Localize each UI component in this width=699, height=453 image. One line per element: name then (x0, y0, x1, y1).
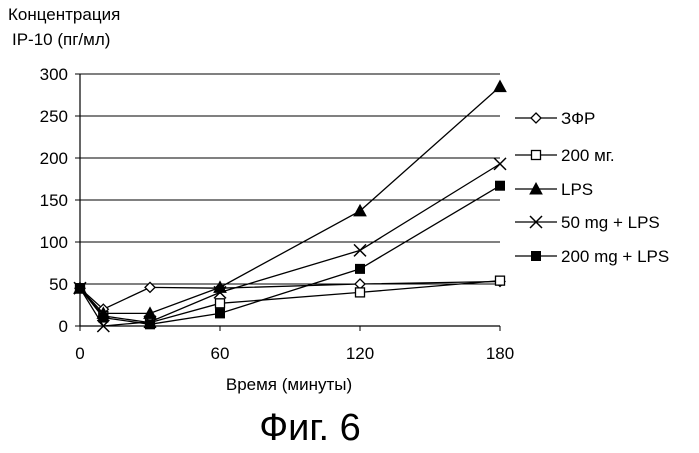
grid (80, 74, 500, 284)
data-point (532, 252, 541, 261)
data-point (216, 309, 225, 318)
legend: ЗФР 200 мг. LPS 50 mg + LPS 200 mg + LPS (515, 109, 669, 266)
legend-label: 200 mg + LPS (561, 247, 669, 266)
y-tick-label: 0 (59, 317, 68, 336)
series-5 (76, 181, 505, 329)
legend-label: ЗФР (561, 109, 595, 128)
y-tick-label: 250 (40, 107, 68, 126)
x-tick-label: 0 (75, 344, 84, 363)
figure-caption: Фиг. 6 (0, 406, 620, 450)
data-point (496, 181, 505, 190)
data-point (216, 299, 225, 308)
data-point (494, 158, 506, 170)
y-tick-label: 50 (49, 275, 68, 294)
y-axis-title-line1: Концентрация (8, 5, 120, 24)
series (74, 81, 506, 332)
data-point (532, 151, 541, 160)
legend-item: 200 mg + LPS (515, 247, 669, 266)
legend-item: 200 мг. (515, 146, 615, 165)
series-line (80, 164, 500, 326)
x-tick-label: 60 (211, 344, 230, 363)
data-point (76, 284, 85, 293)
x-axis-title: Время (минуты) (226, 375, 352, 394)
y-tick-label: 100 (40, 233, 68, 252)
data-point (99, 313, 108, 322)
legend-label: 50 mg + LPS (561, 213, 660, 232)
legend-item: LPS (515, 180, 593, 199)
data-point (496, 276, 505, 285)
y-ticks: 0 50 100 150 200 250 300 (40, 65, 80, 336)
data-point (146, 320, 155, 329)
x-tick-label: 120 (346, 344, 374, 363)
x-ticks: 0 60 120 180 (75, 326, 514, 363)
y-tick-label: 150 (40, 191, 68, 210)
series-1 (75, 276, 505, 314)
data-point (356, 288, 365, 297)
data-point (356, 264, 365, 273)
y-tick-label: 200 (40, 149, 68, 168)
legend-item: ЗФР (515, 109, 595, 128)
legend-label: 200 мг. (561, 146, 615, 165)
legend-label: LPS (561, 180, 593, 199)
data-point (354, 244, 366, 256)
x-tick-label: 180 (486, 344, 514, 363)
series-4 (74, 158, 506, 332)
legend-item: 50 mg + LPS (515, 213, 660, 232)
y-tick-label: 300 (40, 65, 68, 84)
data-point (494, 81, 506, 92)
y-axis-title-line2: IP-10 (пг/мл) (12, 30, 110, 49)
chart: Концентрация IP-10 (пг/мл) 0 50 100 150 200 2… (0, 0, 699, 410)
series-line (80, 281, 500, 323)
series-line (80, 186, 500, 325)
data-point (531, 113, 541, 123)
